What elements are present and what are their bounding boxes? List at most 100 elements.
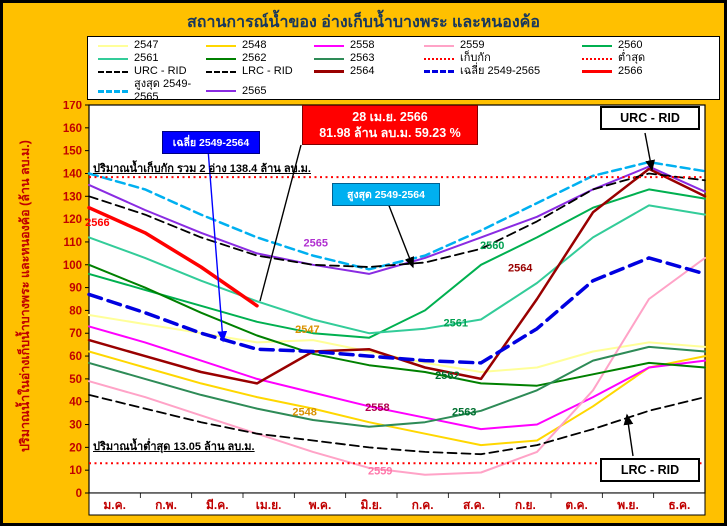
legend-item: 2563 xyxy=(314,52,424,65)
annotation-arrow xyxy=(259,144,302,302)
legend-line-swatch xyxy=(206,44,236,47)
series-line-2562 xyxy=(88,263,706,387)
callout-date: 28 เม.ย. 2566 xyxy=(352,110,428,124)
series-line-2548 xyxy=(88,350,706,447)
x-tick-label: ต.ค. xyxy=(565,498,588,512)
legend-item: URC - RID xyxy=(98,65,206,78)
series-inline-label: 2558 xyxy=(365,402,389,414)
legend-line-swatch xyxy=(206,70,236,73)
legend-item: เฉลี่ย 2549-2565 xyxy=(424,65,582,78)
chart-legend: 2547 2548 2558 2559 2560 2561 2562 2563 เก็บกัก ต… xyxy=(87,36,720,103)
legend-label: 2547 xyxy=(134,39,159,51)
y-tick-label: 50 xyxy=(69,374,82,386)
legend-line-swatch xyxy=(314,57,344,60)
legend-item: 2558 xyxy=(314,39,424,52)
y-tick-label: 10 xyxy=(69,465,82,477)
x-tick-label: ธ.ค. xyxy=(668,498,690,512)
minimum-note: ปริมาณน้ำต่ำสุด 13.05 ล้าน ลบ.ม. xyxy=(93,441,255,453)
series-inline-label: 2564 xyxy=(508,263,533,275)
legend-label: 2559 xyxy=(460,39,485,51)
legend-item: 2565 xyxy=(206,78,314,104)
legend-item: 2561 xyxy=(98,52,206,65)
annotation-arrow xyxy=(207,148,228,343)
y-tick-label: 140 xyxy=(63,168,82,180)
urc-rid-label-box: URC - RID xyxy=(600,106,700,130)
x-tick-label: พ.ย. xyxy=(617,498,639,512)
series-line-URC - RID xyxy=(88,172,706,268)
x-tick-label: ก.ค. xyxy=(412,498,434,512)
legend-line-swatch xyxy=(314,44,344,47)
legend-label: 2566 xyxy=(618,65,643,77)
legend-line-swatch xyxy=(582,57,612,60)
series-line-2559 xyxy=(88,256,706,476)
legend-label: ต่ำสุด xyxy=(618,52,646,64)
y-tick-label: 20 xyxy=(69,442,82,454)
y-tick-label: 120 xyxy=(63,214,82,226)
series-inline-label: 2562 xyxy=(435,370,459,382)
series-line-สูงสุด 2549-2565 xyxy=(87,160,707,271)
x-tick-label: ม.ค. xyxy=(103,498,126,512)
legend-line-swatch xyxy=(98,89,128,93)
legend-line-swatch xyxy=(424,70,454,73)
annotation-arrow xyxy=(623,413,634,457)
legend-label: 2558 xyxy=(350,39,375,51)
x-tick-label: พ.ค. xyxy=(309,498,332,512)
annotation-arrow xyxy=(644,132,655,172)
legend-line-swatch xyxy=(206,57,236,60)
legend-item: 2564 xyxy=(314,65,424,78)
legend-line-swatch xyxy=(206,90,236,92)
series-line-2566 xyxy=(87,205,259,308)
series-inline-label: 2561 xyxy=(444,317,468,329)
legend-label: 2564 xyxy=(350,65,375,77)
current-value-callout: 28 เม.ย. 2566 81.98 ล้าน ลบ.ม. 59.23 % xyxy=(302,105,478,145)
legend-item: 2560 xyxy=(582,39,709,52)
y-tick-label: 170 xyxy=(63,101,82,112)
series-line-2563 xyxy=(88,345,706,428)
legend-item: ต่ำสุด xyxy=(582,52,709,65)
legend-item: 2548 xyxy=(206,39,314,52)
series-inline-label: 2563 xyxy=(452,406,476,418)
x-tick-label: ส.ค. xyxy=(463,498,485,512)
y-tick-label: 150 xyxy=(63,146,82,158)
legend-item: LRC - RID xyxy=(206,65,314,78)
legend-item: เก็บกัก xyxy=(424,52,582,65)
legend-label: เฉลี่ย 2549-2565 xyxy=(460,65,541,77)
y-tick-label: 160 xyxy=(63,123,82,135)
legend-item: 2547 xyxy=(98,39,206,52)
series-inline-label: 2560 xyxy=(480,240,504,252)
series-inline-label: 2565 xyxy=(304,238,328,250)
legend-label: สูงสุด 2549-2565 xyxy=(134,78,192,103)
y-tick-label: 0 xyxy=(76,488,82,500)
legend-item: 2559 xyxy=(424,39,582,52)
y-tick-label: 100 xyxy=(63,260,82,272)
x-tick-label: มิ.ย. xyxy=(361,498,383,512)
average-label-box: เฉลี่ย 2549-2564 xyxy=(162,131,260,154)
legend-item: 2562 xyxy=(206,52,314,65)
series-line-2558 xyxy=(88,325,706,431)
y-axis-title: ปริมาณน้ำในอ่างเก็บน้ำบางพระ และหนองค้อ … xyxy=(18,140,32,452)
x-tick-label: เม.ย. xyxy=(256,498,282,512)
legend-label: 2561 xyxy=(134,52,159,64)
series-line-2561 xyxy=(88,204,706,335)
legend-line-swatch xyxy=(314,70,344,73)
maximum-label-box: สูงสุด 2549-2564 xyxy=(332,183,440,206)
legend-line-swatch xyxy=(98,44,128,47)
series-inline-label: 2559 xyxy=(368,466,392,478)
series-line-2565 xyxy=(88,165,706,275)
y-tick-label: 110 xyxy=(63,237,82,249)
x-tick-label: ก.ย. xyxy=(515,498,536,512)
x-tick-label: มี.ค. xyxy=(206,498,229,512)
legend-line-swatch xyxy=(582,44,612,47)
series-inline-label: 2547 xyxy=(295,324,319,336)
callout-volume: 81.98 ล้าน ลบ.ม. 59.23 % xyxy=(319,126,461,140)
legend-line-swatch xyxy=(424,57,454,60)
legend-line-swatch xyxy=(98,70,128,73)
y-tick-label: 30 xyxy=(69,420,82,432)
legend-label: 2548 xyxy=(242,39,267,51)
y-tick-label: 80 xyxy=(69,305,82,317)
legend-label: 2560 xyxy=(618,39,643,51)
legend-item: สูงสุด 2549-2565 xyxy=(98,78,206,104)
y-tick-label: 70 xyxy=(69,328,82,340)
legend-line-swatch xyxy=(582,70,612,73)
